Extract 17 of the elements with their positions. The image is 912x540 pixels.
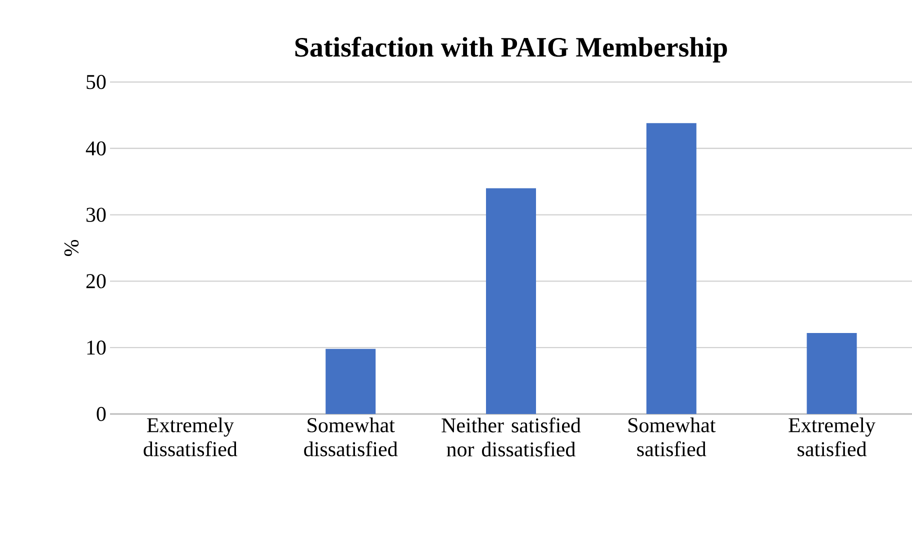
- x-tick-label: Neither satisfied nor dissatisfied: [442, 418, 581, 457]
- x-tick-label: Somewhat dissatisfied: [304, 418, 398, 456]
- bar: [646, 123, 696, 414]
- bar: [486, 188, 536, 414]
- y-tick-label: 30: [86, 208, 106, 222]
- y-axis-title: %: [64, 240, 79, 256]
- y-tick-label: 20: [86, 274, 106, 288]
- x-tick-label: Extremely dissatisfied: [144, 418, 238, 456]
- bar: [806, 332, 857, 414]
- x-tick-label: Extremely satisfied: [788, 418, 876, 456]
- y-tick-label: 40: [86, 141, 106, 156]
- chart-title: Satisfaction with PAIG Membership: [295, 36, 727, 62]
- bar: [326, 348, 376, 414]
- y-tick-label: 50: [86, 74, 106, 90]
- x-tick-label: Somewhat satisfied: [628, 418, 716, 456]
- y-tick-label: 10: [87, 340, 106, 355]
- y-tick-label: 0: [96, 406, 106, 422]
